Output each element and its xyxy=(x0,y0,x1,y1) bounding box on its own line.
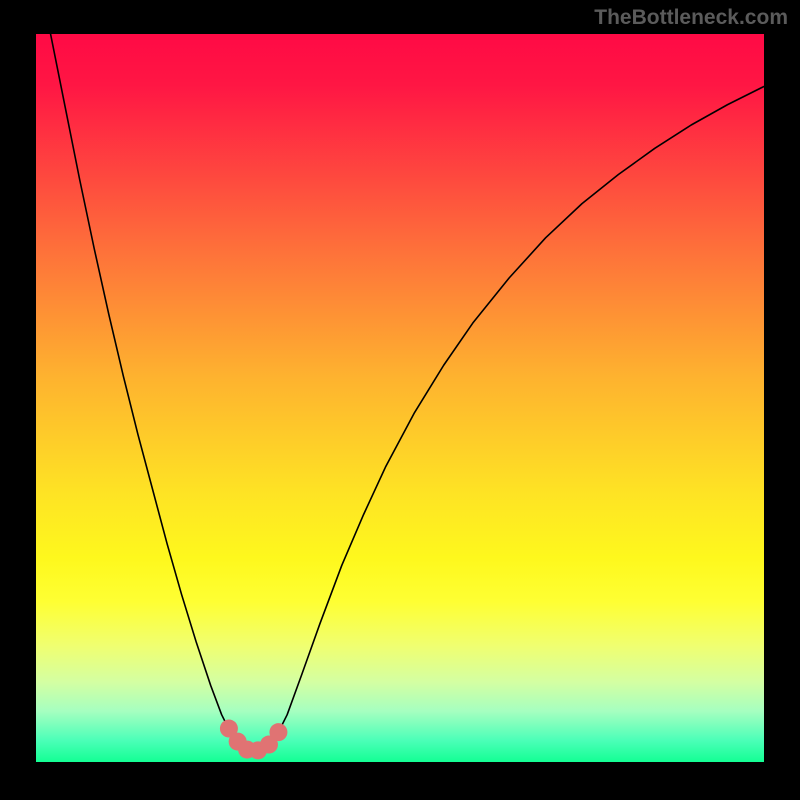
watermark-text: TheBottleneck.com xyxy=(594,6,788,30)
bottleneck-curve xyxy=(51,34,764,751)
marker-point xyxy=(269,723,287,741)
canvas: TheBottleneck.com xyxy=(0,0,800,800)
marker-group xyxy=(220,720,287,760)
plot-area xyxy=(36,34,764,762)
curve-layer xyxy=(36,34,764,762)
